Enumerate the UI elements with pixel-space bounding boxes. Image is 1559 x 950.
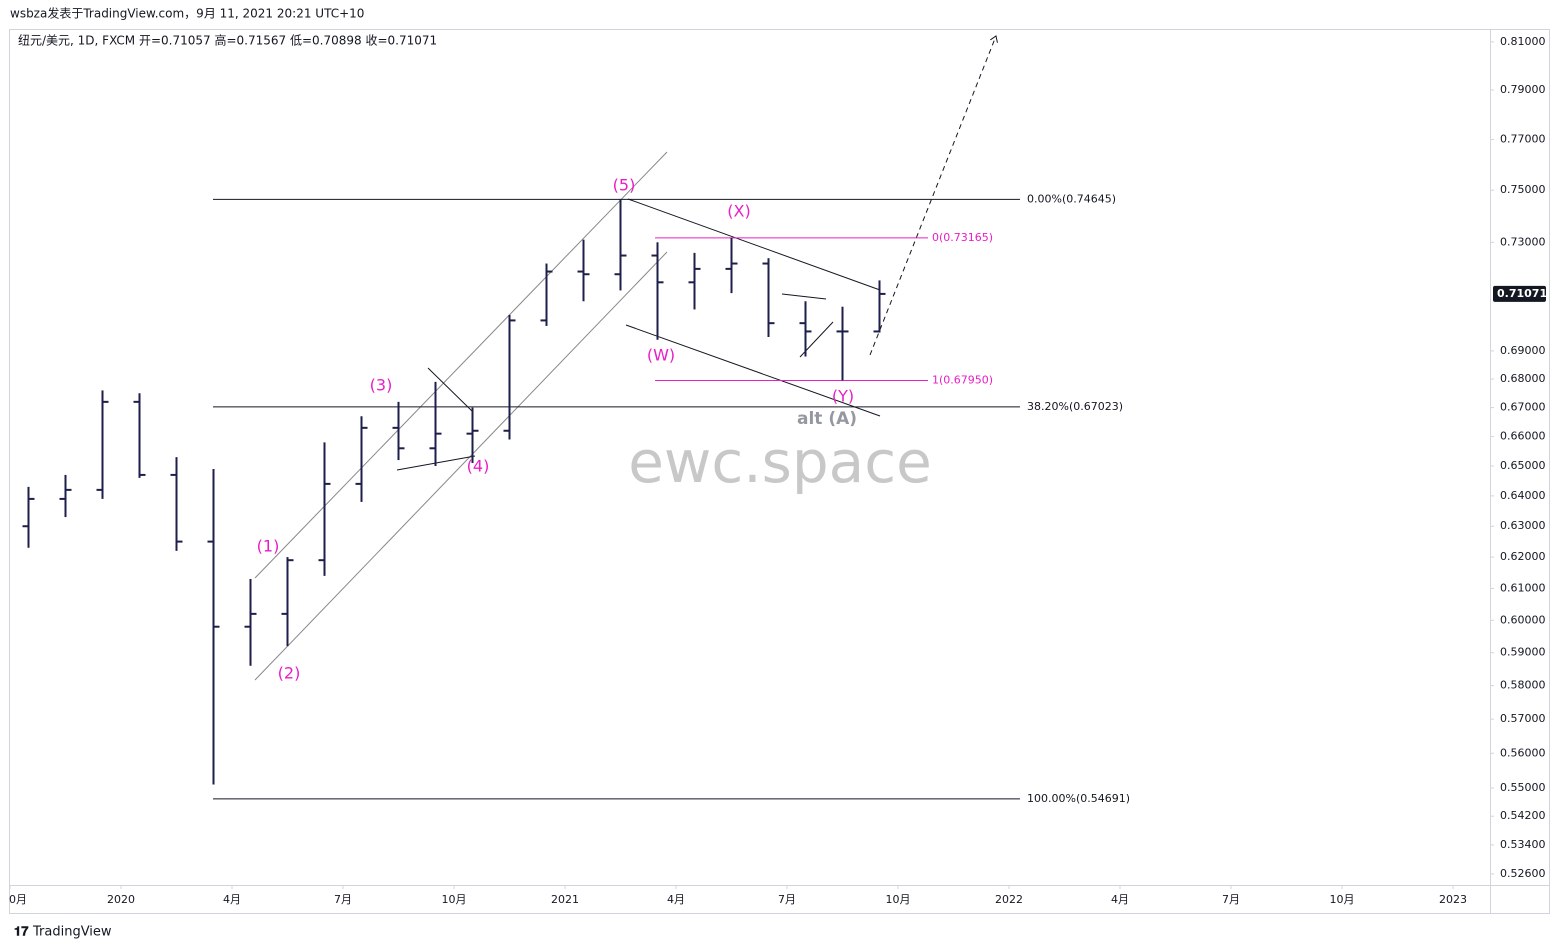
y-tick-label: 0.79000 <box>1500 83 1546 96</box>
wave-label: (4) <box>467 457 490 476</box>
x-tick-label: 4月 <box>667 893 685 906</box>
y-tick-label: 0.65000 <box>1500 459 1546 472</box>
y-tick-label: 0.63000 <box>1500 519 1546 532</box>
frame <box>9 29 1550 914</box>
wave-label: alt (A) <box>797 409 857 429</box>
wave-label: (Y) <box>832 387 854 406</box>
x-tick-label: 10月 <box>442 893 467 906</box>
x-tick-label: 7月 <box>1222 893 1240 906</box>
x-tick-label: 2023 <box>1439 893 1467 906</box>
fib-label: 38.20%(0.67023) <box>1027 400 1123 413</box>
y-tick-label: 0.68000 <box>1500 372 1546 385</box>
byline: wsbza发表于TradingView.com，9月 11, 2021 20:2… <box>10 6 364 21</box>
x-tick-label: 7月 <box>778 893 796 906</box>
y-tick-label: 0.73000 <box>1500 235 1546 248</box>
triangle-line <box>781 293 827 300</box>
plot-area <box>22 198 1020 800</box>
fib-label: 100.00%(0.54691) <box>1027 792 1130 805</box>
y-tick-label: 0.56000 <box>1500 746 1546 759</box>
y-tick-label: 0.81000 <box>1500 35 1546 48</box>
y-tick-label: 0.55000 <box>1500 781 1546 794</box>
channel-lower <box>254 251 668 681</box>
wave-label: (2) <box>278 664 301 683</box>
x-tick-label: 10月 <box>1330 893 1355 906</box>
x-tick-label: 0月 <box>9 893 27 906</box>
logo: 𝟏𝟕 <box>14 925 29 940</box>
wave-label: (3) <box>370 376 393 395</box>
last-price-box <box>1493 285 1546 302</box>
wave-label: (X) <box>727 202 750 221</box>
x-tick-label: 10月 <box>886 893 911 906</box>
y-tick-label: 0.69000 <box>1500 344 1546 357</box>
chart-title: 纽元/美元, 1D, FXCM 开=0.71057 高=0.71567 低=0.… <box>18 33 437 48</box>
y-tick-label: 0.53400 <box>1500 838 1546 851</box>
triangle-line <box>427 367 474 413</box>
fib-label: 0.00%(0.74645) <box>1027 192 1116 205</box>
y-tick-label: 0.67000 <box>1500 401 1546 414</box>
y-tick-label: 0.61000 <box>1500 581 1546 594</box>
projection <box>869 36 996 356</box>
wave-label: (5) <box>613 176 636 195</box>
x-tick-label: 2022 <box>995 893 1023 906</box>
y-tick-label: 0.59000 <box>1500 646 1546 659</box>
fib-label: 1(0.67950) <box>932 373 993 386</box>
y-tick-label: 0.52600 <box>1500 867 1546 880</box>
y-tick-label: 0.58000 <box>1500 679 1546 692</box>
x-tick-label: 2021 <box>551 893 579 906</box>
fib-label: 0(0.73165) <box>932 231 993 244</box>
y-tick-label: 0.54200 <box>1500 809 1546 822</box>
wave-label: (W) <box>647 346 675 365</box>
x-tick-label: 4月 <box>223 893 241 906</box>
y-tick-label: 0.60000 <box>1500 613 1546 626</box>
watermark: ewc.space <box>628 428 932 496</box>
brand: TradingView <box>32 925 112 940</box>
wxy-lower <box>625 324 881 417</box>
y-tick-label: 0.57000 <box>1500 712 1546 725</box>
x-tick-label: 4月 <box>1111 893 1129 906</box>
y-tick-label: 0.62000 <box>1500 550 1546 563</box>
trend-lines <box>254 36 996 681</box>
last-price-label: 0.71071 <box>1497 287 1547 300</box>
x-tick-label: 2020 <box>107 893 135 906</box>
wxy-upper <box>627 198 881 291</box>
y-tick-label: 0.66000 <box>1500 430 1546 443</box>
x-tick-label: 7月 <box>334 893 352 906</box>
y-tick-label: 0.75000 <box>1500 183 1546 196</box>
y-tick-label: 0.64000 <box>1500 489 1546 502</box>
footer <box>0 918 1559 950</box>
channel-upper <box>254 151 668 579</box>
wave-label: (1) <box>257 537 280 556</box>
y-tick-label: 0.77000 <box>1500 132 1546 145</box>
